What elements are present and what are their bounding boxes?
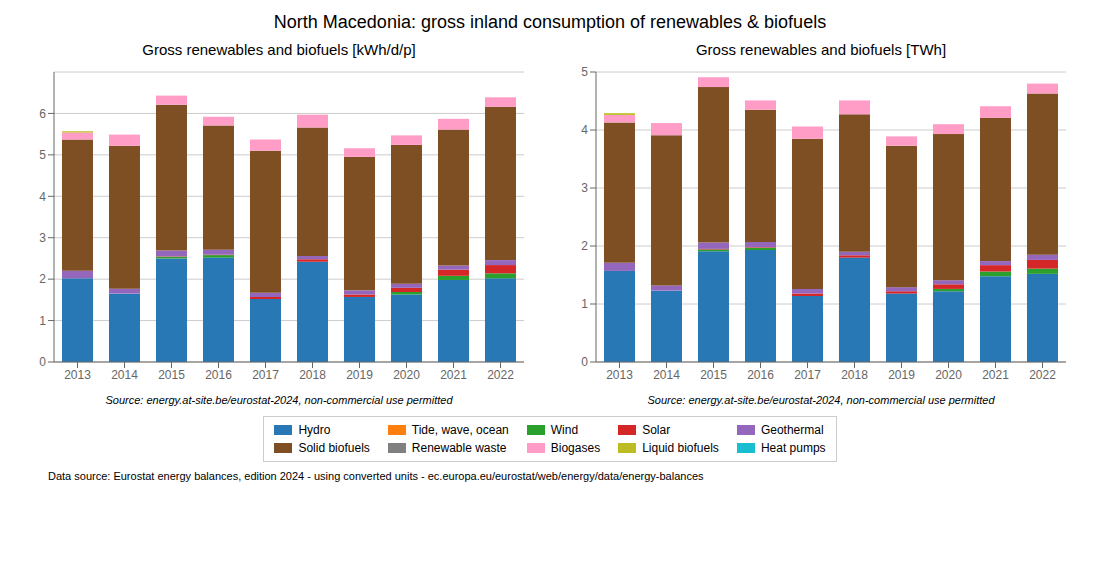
svg-text:1: 1: [39, 314, 46, 328]
svg-text:3: 3: [581, 181, 588, 195]
html-text:Solid biofuels: Solid biofuels: [298, 441, 370, 455]
svg-text:2019: 2019: [346, 368, 373, 382]
html-text:Source: energy.at-site.be/euro: Source: energy.at-site.be/eurostat-2024,…: [647, 394, 995, 406]
svg-text:3: 3: [39, 231, 46, 245]
svg-text:2016: 2016: [747, 368, 774, 382]
html-text:Geothermal: Geothermal: [760, 423, 824, 437]
svg-text:2022: 2022: [487, 368, 514, 382]
svg-text:2019: 2019: [888, 368, 915, 382]
svg-text:2018: 2018: [841, 368, 868, 382]
svg-text:1: 1: [581, 297, 588, 311]
html-text:Solar: Solar: [642, 423, 671, 437]
html-text:Gross renewables and biofuels: Gross renewables and biofuels [TWh]: [695, 41, 947, 58]
svg-text:2016: 2016: [205, 368, 232, 382]
svg-text:2: 2: [39, 272, 46, 286]
html-text:Source: energy.at-site.be/euro: Source: energy.at-site.be/eurostat-2024,…: [105, 394, 453, 406]
html-text:North Macedonia: gross inland: North Macedonia: gross inland consumptio…: [273, 12, 827, 32]
svg-text:0: 0: [39, 355, 46, 369]
svg-text:2013: 2013: [64, 368, 91, 382]
html-text:Hydro: Hydro: [298, 423, 331, 437]
html-text:Wind: Wind: [550, 423, 579, 437]
html-text:Liquid biofuels: Liquid biofuels: [642, 441, 719, 455]
html-text:Tide, wave, ocean: Tide, wave, ocean: [411, 423, 509, 437]
svg-text:4: 4: [581, 123, 588, 137]
svg-text:2018: 2018: [299, 368, 326, 382]
svg-text:5: 5: [39, 148, 46, 162]
svg-text:2013: 2013: [606, 368, 633, 382]
svg-text:2020: 2020: [935, 368, 962, 382]
svg-text:5: 5: [581, 65, 588, 79]
svg-text:2015: 2015: [158, 368, 185, 382]
svg-text:2021: 2021: [440, 368, 467, 382]
svg-text:2017: 2017: [252, 368, 279, 382]
html-text:Renewable waste: Renewable waste: [411, 441, 507, 455]
svg-text:0: 0: [581, 355, 588, 369]
svg-text:2017: 2017: [794, 368, 821, 382]
svg-text:4: 4: [39, 190, 46, 204]
svg-text:2: 2: [581, 239, 588, 253]
svg-text:2021: 2021: [982, 368, 1009, 382]
html-text:Heat pumps: Heat pumps: [760, 441, 826, 455]
html-text:Gross renewables and biofuels: Gross renewables and biofuels [kWh/d/p]: [142, 41, 416, 58]
svg-text:2014: 2014: [653, 368, 680, 382]
html-text:Biogases: Biogases: [550, 441, 601, 455]
svg-text:2020: 2020: [393, 368, 420, 382]
svg-text:6: 6: [39, 107, 46, 121]
svg-text:2022: 2022: [1029, 368, 1056, 382]
svg-text:2014: 2014: [111, 368, 138, 382]
svg-text:2015: 2015: [700, 368, 727, 382]
html-text:Data source: Eurostat energy b: Data source: Eurostat energy balances, e…: [48, 470, 704, 482]
